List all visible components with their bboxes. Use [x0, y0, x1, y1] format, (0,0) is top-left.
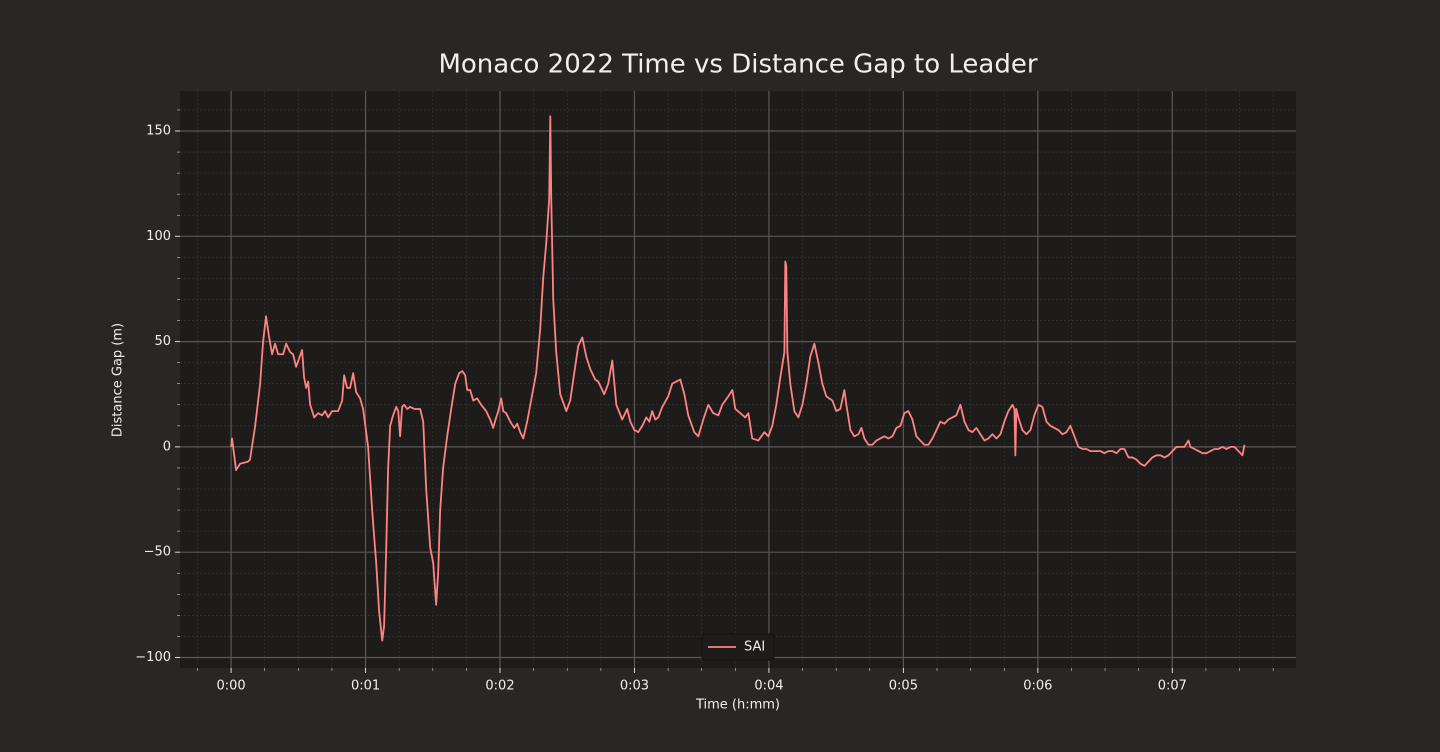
- chart-title: Monaco 2022 Time vs Distance Gap to Lead…: [438, 50, 1037, 80]
- y-tick-label: 100: [146, 229, 171, 244]
- y-tick-label: −100: [135, 650, 171, 665]
- x-tick-label: 0:00: [216, 679, 245, 694]
- data-line: [230, 115, 1246, 642]
- x-axis-label: Time (h:mm): [695, 698, 780, 713]
- plot-area: [180, 91, 1296, 668]
- x-tick-label: 0:02: [485, 679, 514, 694]
- x-tick-label: 0:07: [1158, 679, 1187, 694]
- legend-label: SAI: [744, 640, 765, 655]
- x-tick-label: 0:06: [1023, 679, 1052, 694]
- y-tick-label: 150: [146, 124, 171, 139]
- x-tick-label: 0:03: [620, 679, 649, 694]
- y-tick-label: −50: [144, 545, 171, 560]
- y-tick-label: 50: [154, 334, 171, 349]
- y-tick-label: 0: [163, 439, 171, 454]
- legend-box: [701, 633, 775, 661]
- y-axis-label: Distance Gap (m): [111, 323, 126, 437]
- x-tick-label: 0:04: [754, 679, 783, 694]
- x-tick-label: 0:01: [351, 679, 380, 694]
- x-tick-label: 0:05: [889, 679, 918, 694]
